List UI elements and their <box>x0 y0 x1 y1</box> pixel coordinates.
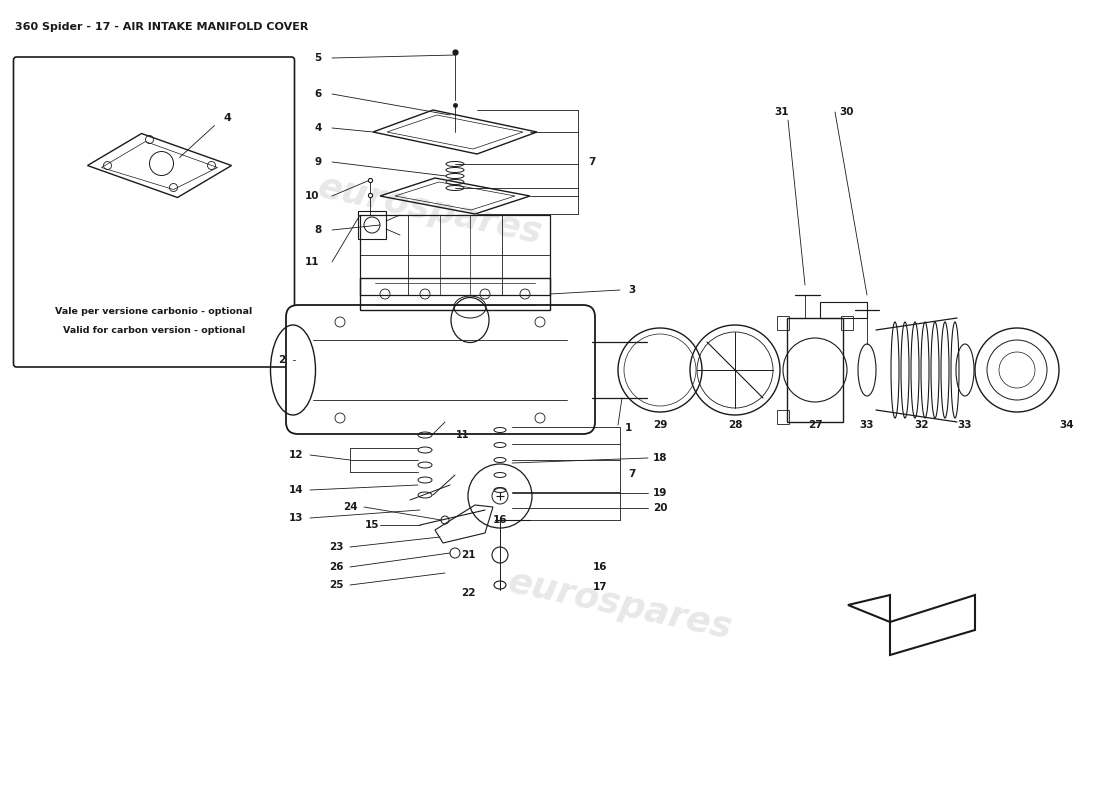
Bar <box>786 318 843 422</box>
Text: 16: 16 <box>593 562 607 572</box>
Bar <box>842 316 852 330</box>
Text: 23: 23 <box>329 542 343 552</box>
Text: 8: 8 <box>315 225 321 235</box>
Text: 30: 30 <box>839 107 855 117</box>
Text: 360 Spider - 17 - AIR INTAKE MANIFOLD COVER: 360 Spider - 17 - AIR INTAKE MANIFOLD CO… <box>15 22 308 32</box>
Text: 19: 19 <box>652 488 668 498</box>
Text: 3: 3 <box>628 285 636 295</box>
Text: Vale per versione carbonio - optional: Vale per versione carbonio - optional <box>55 307 253 317</box>
Text: 20: 20 <box>652 503 668 513</box>
Text: 28: 28 <box>728 420 743 430</box>
Text: 25: 25 <box>329 580 343 590</box>
FancyBboxPatch shape <box>13 57 295 367</box>
Text: 2: 2 <box>278 355 286 365</box>
Text: eurospares: eurospares <box>505 565 735 646</box>
Text: 27: 27 <box>807 420 823 430</box>
Bar <box>777 410 789 424</box>
Text: 32: 32 <box>915 420 930 430</box>
Text: 26: 26 <box>329 562 343 572</box>
Bar <box>777 316 789 330</box>
Polygon shape <box>848 595 890 622</box>
Text: 7: 7 <box>628 469 636 479</box>
Text: Valid for carbon version - optional: Valid for carbon version - optional <box>63 326 245 335</box>
Text: 9: 9 <box>315 157 321 167</box>
Text: 34: 34 <box>1059 420 1075 430</box>
Text: 12: 12 <box>288 450 304 460</box>
Text: 21: 21 <box>461 550 475 560</box>
Text: 33: 33 <box>860 420 875 430</box>
Polygon shape <box>890 595 975 655</box>
Text: 11: 11 <box>456 430 470 440</box>
Text: 15: 15 <box>365 520 380 530</box>
Text: 4: 4 <box>315 123 321 133</box>
FancyBboxPatch shape <box>286 305 595 434</box>
Text: 1: 1 <box>625 423 631 433</box>
Text: 24: 24 <box>343 502 358 512</box>
Text: 16: 16 <box>493 515 507 525</box>
Bar <box>358 211 386 239</box>
Text: 10: 10 <box>305 191 319 201</box>
Text: 31: 31 <box>774 107 790 117</box>
Text: 29: 29 <box>652 420 668 430</box>
Text: 4: 4 <box>223 113 231 122</box>
Text: eurospares: eurospares <box>315 170 546 250</box>
Text: 33: 33 <box>958 420 972 430</box>
Text: 18: 18 <box>652 453 668 463</box>
Text: 17: 17 <box>593 582 607 592</box>
Text: 14: 14 <box>288 485 304 495</box>
Text: 5: 5 <box>315 53 321 63</box>
Text: 11: 11 <box>305 257 319 267</box>
Text: 6: 6 <box>315 89 321 99</box>
Text: 22: 22 <box>461 588 475 598</box>
Text: 7: 7 <box>588 157 596 167</box>
Text: 13: 13 <box>288 513 304 523</box>
